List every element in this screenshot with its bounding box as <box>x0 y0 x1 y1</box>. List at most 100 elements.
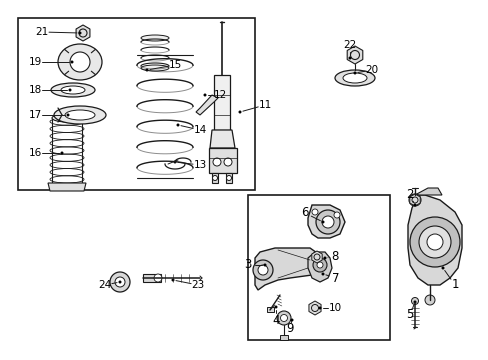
Circle shape <box>176 123 179 126</box>
Bar <box>208 148 237 173</box>
Text: 4: 4 <box>272 314 279 327</box>
Text: 22: 22 <box>343 40 356 50</box>
Text: 8: 8 <box>331 251 338 264</box>
Circle shape <box>110 272 130 292</box>
Circle shape <box>316 262 323 268</box>
Text: 12: 12 <box>213 90 226 100</box>
Bar <box>280 335 287 340</box>
Circle shape <box>408 194 420 206</box>
Circle shape <box>61 152 63 154</box>
Circle shape <box>312 258 326 272</box>
Polygon shape <box>307 205 345 238</box>
Circle shape <box>68 89 71 91</box>
Circle shape <box>252 260 272 280</box>
Circle shape <box>280 315 287 321</box>
Circle shape <box>213 158 221 166</box>
Polygon shape <box>409 194 419 206</box>
Text: 11: 11 <box>258 100 271 110</box>
Circle shape <box>70 52 90 72</box>
Text: 5: 5 <box>406 309 413 321</box>
Circle shape <box>418 226 450 258</box>
Bar <box>247 195 389 340</box>
Bar <box>52 118 82 183</box>
Bar <box>142 274 161 282</box>
Bar <box>18 18 254 190</box>
Text: 6: 6 <box>301 207 308 220</box>
Circle shape <box>263 264 266 266</box>
Text: 10: 10 <box>328 303 341 313</box>
Circle shape <box>311 209 317 215</box>
Bar <box>266 307 273 312</box>
Text: 24: 24 <box>98 280 111 290</box>
Circle shape <box>154 274 162 282</box>
Circle shape <box>353 72 356 75</box>
Text: 17: 17 <box>28 110 41 120</box>
Circle shape <box>276 311 290 325</box>
Text: 20: 20 <box>365 65 378 75</box>
Circle shape <box>321 216 333 228</box>
Text: 15: 15 <box>168 60 181 70</box>
Circle shape <box>224 158 231 166</box>
Bar <box>214 75 229 130</box>
Circle shape <box>66 113 69 117</box>
Circle shape <box>411 297 418 305</box>
Ellipse shape <box>54 106 106 124</box>
Circle shape <box>315 210 339 234</box>
Polygon shape <box>254 248 319 290</box>
Circle shape <box>238 111 241 113</box>
Text: 7: 7 <box>331 271 339 284</box>
Circle shape <box>145 68 148 72</box>
Ellipse shape <box>61 86 85 94</box>
Text: 3: 3 <box>244 258 251 271</box>
Text: 19: 19 <box>28 57 41 67</box>
Circle shape <box>413 203 416 207</box>
Circle shape <box>413 301 416 303</box>
Ellipse shape <box>141 35 169 41</box>
Circle shape <box>203 94 206 96</box>
Circle shape <box>70 60 73 63</box>
Polygon shape <box>311 251 322 263</box>
Circle shape <box>424 295 434 305</box>
Polygon shape <box>209 130 235 148</box>
Text: 18: 18 <box>28 85 41 95</box>
Ellipse shape <box>342 73 366 83</box>
Text: 2: 2 <box>406 189 413 202</box>
Ellipse shape <box>65 110 95 120</box>
Polygon shape <box>212 173 218 183</box>
Text: 1: 1 <box>450 279 458 292</box>
Circle shape <box>212 175 217 180</box>
Circle shape <box>79 31 81 35</box>
Text: 21: 21 <box>35 27 48 37</box>
Circle shape <box>409 217 459 267</box>
Circle shape <box>226 175 231 180</box>
Circle shape <box>258 265 267 275</box>
Polygon shape <box>76 25 90 41</box>
Circle shape <box>115 277 125 287</box>
Circle shape <box>333 212 339 218</box>
Circle shape <box>290 319 293 321</box>
Polygon shape <box>307 252 331 282</box>
Ellipse shape <box>52 114 82 122</box>
Circle shape <box>323 256 326 260</box>
Ellipse shape <box>51 83 95 97</box>
Polygon shape <box>407 195 461 285</box>
Circle shape <box>321 273 324 275</box>
Circle shape <box>171 279 174 282</box>
Circle shape <box>318 306 321 310</box>
Circle shape <box>321 220 324 224</box>
Polygon shape <box>308 301 321 315</box>
Polygon shape <box>48 183 86 191</box>
Ellipse shape <box>58 44 102 80</box>
Text: 23: 23 <box>191 280 204 290</box>
Circle shape <box>348 57 351 59</box>
Ellipse shape <box>334 70 374 86</box>
Circle shape <box>173 161 176 163</box>
Circle shape <box>274 306 277 309</box>
Text: 13: 13 <box>193 160 206 170</box>
Circle shape <box>118 280 121 284</box>
Polygon shape <box>196 95 218 115</box>
Polygon shape <box>346 46 362 64</box>
Circle shape <box>441 266 444 270</box>
Text: 9: 9 <box>285 321 293 334</box>
Polygon shape <box>225 173 231 183</box>
